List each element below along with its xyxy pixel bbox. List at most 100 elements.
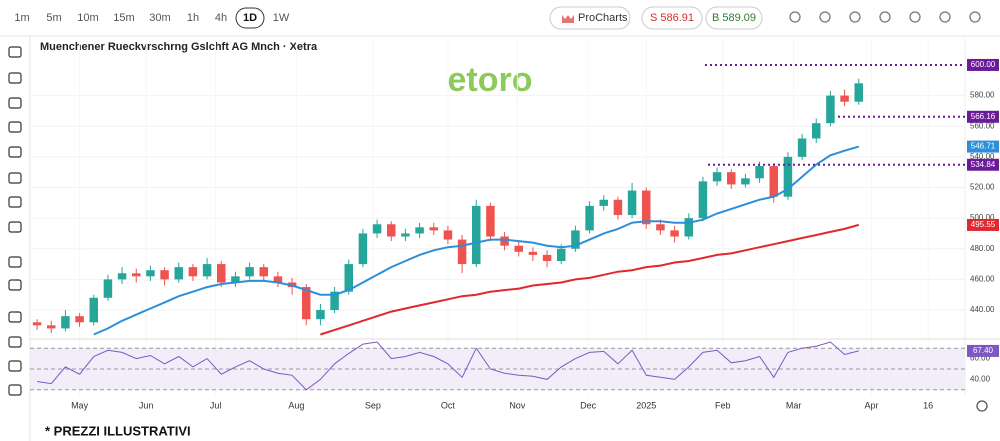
timeframe-button[interactable]: 5m bbox=[46, 12, 61, 24]
x-tick-label: Dec bbox=[580, 400, 597, 410]
x-tick-label: 16 bbox=[923, 400, 933, 410]
tool-icon[interactable] bbox=[8, 146, 22, 158]
candle-body bbox=[146, 270, 155, 277]
crown-icon bbox=[562, 15, 574, 23]
candle-body bbox=[486, 205, 495, 237]
timeframe-button[interactable]: 15m bbox=[113, 12, 134, 24]
rsi-tick-label: 60.00 bbox=[970, 354, 991, 363]
toolbar-icon[interactable] bbox=[939, 11, 951, 23]
tool-icon[interactable] bbox=[8, 221, 22, 233]
price-line-marker bbox=[967, 58, 999, 71]
price-line-label: 600.00 bbox=[971, 60, 996, 69]
timeframe-button[interactable]: 1W bbox=[273, 12, 290, 24]
y-tick-label: 460.00 bbox=[970, 275, 995, 284]
candle-body bbox=[769, 166, 778, 197]
candle-body bbox=[741, 178, 750, 185]
settings-icon[interactable] bbox=[976, 400, 988, 412]
candle-body bbox=[415, 227, 424, 234]
candle-body bbox=[316, 310, 325, 320]
x-tick-label: Jun bbox=[139, 400, 154, 410]
candle-body bbox=[571, 230, 580, 249]
candle-body bbox=[32, 322, 42, 326]
candle-body bbox=[429, 227, 438, 231]
timeframe-button[interactable]: 10m bbox=[77, 12, 98, 24]
candle-body bbox=[854, 83, 863, 102]
y-tick-label: 560.00 bbox=[970, 121, 995, 130]
candle-body bbox=[259, 267, 268, 277]
candle-body bbox=[755, 166, 764, 179]
buy-price: B 589.09 bbox=[712, 12, 756, 24]
procharts-button[interactable] bbox=[549, 6, 631, 30]
candle-body bbox=[727, 172, 736, 185]
rsi-marker bbox=[967, 344, 999, 357]
candle-body bbox=[514, 245, 523, 252]
timeframe-selected[interactable] bbox=[235, 7, 265, 29]
toolbar-icon[interactable] bbox=[879, 11, 891, 23]
y-tick-label: 580.00 bbox=[970, 91, 995, 100]
price-line-label: 566.16 bbox=[971, 112, 996, 121]
candle-body bbox=[358, 233, 368, 265]
price-marker-label: 546.71 bbox=[971, 142, 996, 151]
timeframe-button[interactable]: 1m bbox=[14, 12, 29, 24]
tool-icon[interactable] bbox=[8, 311, 22, 323]
price-line-label: 534.84 bbox=[971, 160, 996, 169]
procharts-label: ProCharts bbox=[578, 12, 628, 24]
toolbar-icon[interactable] bbox=[819, 11, 831, 23]
candle-body bbox=[89, 297, 98, 323]
y-tick-label: 540.00 bbox=[970, 152, 995, 161]
candle-body bbox=[231, 276, 240, 283]
candle-body bbox=[217, 264, 226, 283]
price-line-marker bbox=[967, 158, 999, 171]
candle-body bbox=[712, 172, 722, 182]
tool-icon[interactable] bbox=[8, 46, 22, 58]
toolbar-icon[interactable] bbox=[789, 11, 801, 23]
candle-body bbox=[387, 224, 396, 237]
x-tick-label: 2025 bbox=[636, 400, 656, 410]
tool-icon[interactable] bbox=[8, 196, 22, 208]
toolbar-icon[interactable] bbox=[849, 11, 861, 23]
x-tick-label: May bbox=[71, 400, 89, 410]
timeframe-button[interactable]: 1D bbox=[243, 12, 257, 24]
price-marker-label: 495.55 bbox=[971, 220, 996, 229]
candle-body bbox=[344, 264, 353, 292]
tool-icon[interactable] bbox=[8, 97, 22, 109]
buy-button[interactable] bbox=[705, 6, 763, 30]
candle-body bbox=[840, 95, 849, 102]
candle-body bbox=[273, 276, 283, 283]
toolbar-icon[interactable] bbox=[969, 11, 981, 23]
tool-icon[interactable] bbox=[8, 336, 22, 348]
moving-average bbox=[93, 145, 860, 336]
candle-body bbox=[557, 248, 566, 262]
candle-body bbox=[372, 224, 382, 234]
timeframe-button[interactable]: 4h bbox=[215, 12, 227, 24]
footnote: * PREZZI ILLUSTRATIVI bbox=[45, 423, 191, 438]
tool-icon[interactable] bbox=[8, 72, 22, 84]
candle-body bbox=[75, 316, 84, 323]
candle-body bbox=[656, 224, 665, 231]
toolbar-icon[interactable] bbox=[909, 11, 921, 23]
tool-icon[interactable] bbox=[8, 279, 22, 291]
timeframe-button[interactable]: 30m bbox=[149, 12, 170, 24]
tool-icon[interactable] bbox=[8, 121, 22, 133]
tool-icon[interactable] bbox=[8, 384, 22, 396]
candle-body bbox=[47, 325, 56, 329]
candle-body bbox=[613, 199, 623, 216]
candle-body bbox=[117, 273, 127, 280]
tool-icon[interactable] bbox=[8, 172, 22, 184]
sell-button[interactable] bbox=[641, 6, 703, 30]
tool-icon[interactable] bbox=[8, 360, 22, 372]
candle-body bbox=[670, 230, 679, 237]
tool-icon[interactable] bbox=[8, 256, 22, 268]
x-tick-label: Oct bbox=[441, 400, 456, 410]
rsi-line bbox=[37, 341, 859, 391]
x-tick-label: Sep bbox=[365, 400, 381, 410]
candle-body bbox=[202, 264, 212, 277]
candle-body bbox=[457, 239, 467, 265]
candle-body bbox=[542, 254, 552, 262]
timeframe-button[interactable]: 1h bbox=[187, 12, 199, 24]
candle-body bbox=[698, 181, 708, 219]
moving-average bbox=[320, 223, 860, 336]
y-tick-label: 500.00 bbox=[970, 213, 995, 222]
